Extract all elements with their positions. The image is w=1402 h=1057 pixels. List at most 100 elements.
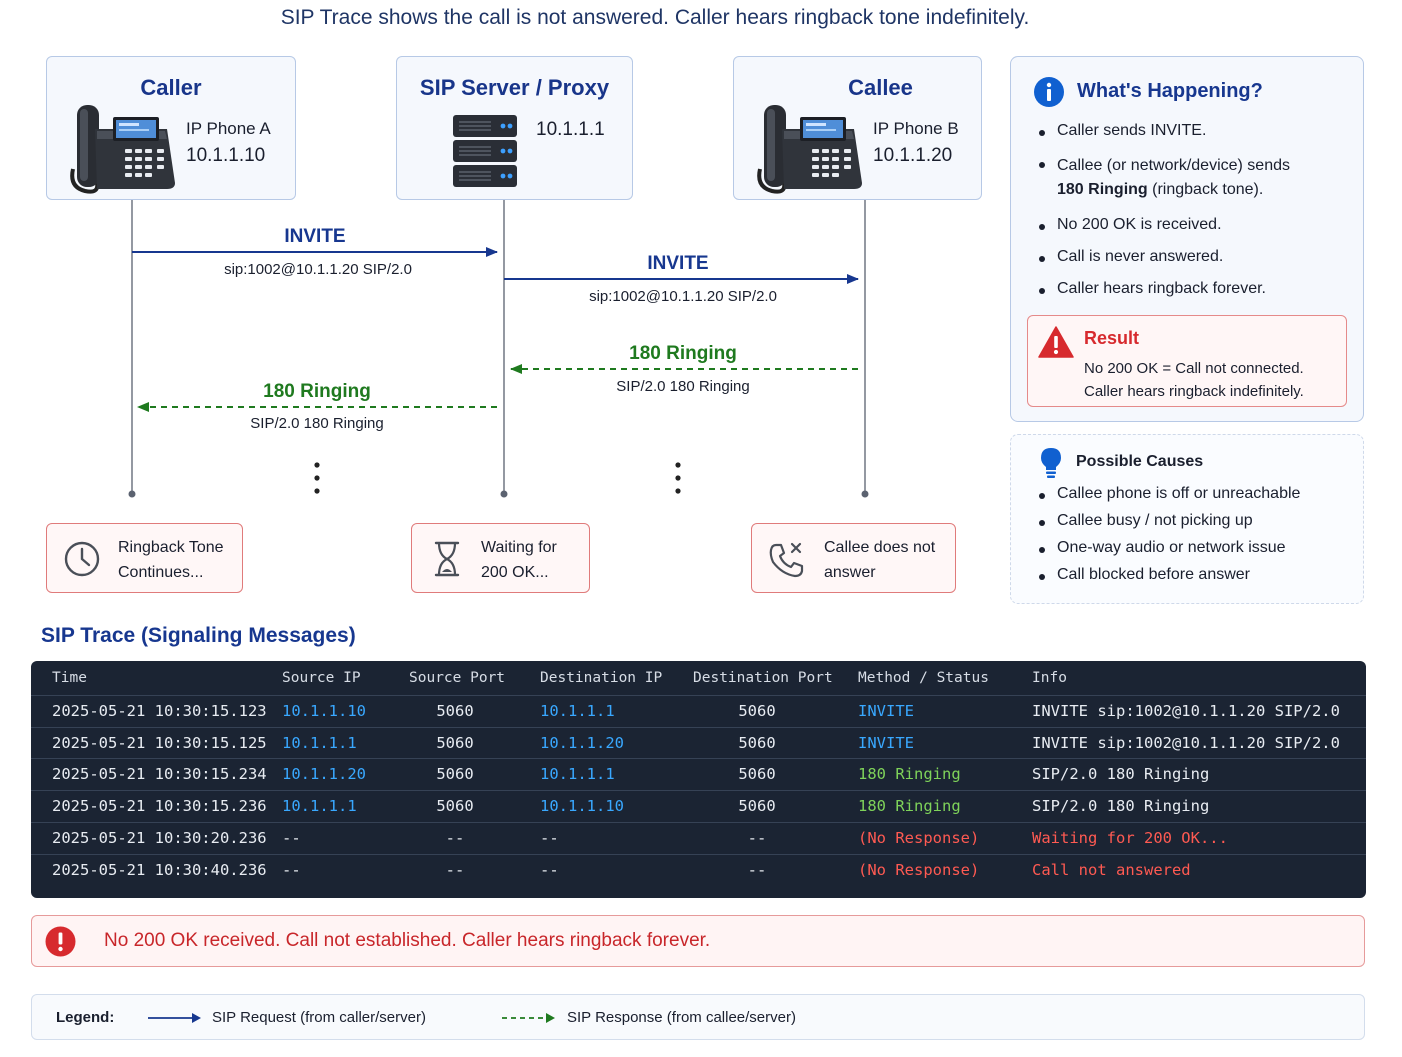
invite-detail-1: sip:1002@10.1.1.20 SIP/2.0 — [224, 261, 412, 278]
table-row: 2025-05-21 10:30:15.234 10.1.1.20 5060 10.1… — [31, 758, 1366, 789]
col-header-destination-ip: Destination IP — [540, 670, 663, 686]
response-arrow-swatch — [502, 1013, 555, 1023]
server-ip: 10.1.1.1 — [536, 119, 605, 140]
cell-time: 2025-05-21 10:30:15.236 — [52, 797, 267, 816]
sequence-diagram — [128, 200, 869, 498]
cell-source-ip: 10.1.1.20 — [282, 765, 366, 784]
cell-info: Call not answered — [1032, 860, 1191, 879]
list-item: Caller sends INVITE. — [1035, 122, 1355, 140]
whats-happening-panel: What's Happening? Caller sends INVITE. C… — [1010, 56, 1364, 422]
caller-lifeline-end — [128, 490, 136, 498]
whats-happening-title: What's Happening? — [1077, 80, 1263, 102]
table-row: 2025-05-21 10:30:20.236 -- -- -- -- (No Respo… — [31, 821, 1366, 853]
possible-causes-panel: Possible Causes Callee phone is off or u… — [1010, 434, 1364, 604]
server-title: SIP Server / Proxy — [419, 75, 610, 100]
col-header-source-port: Source Port — [409, 670, 506, 686]
cell-time: 2025-05-21 10:30:15.125 — [52, 733, 267, 752]
callee-lifeline-end — [861, 490, 869, 498]
cell-source-ip: 10.1.1.1 — [282, 733, 357, 752]
cell-destination-ip: 10.1.1.10 — [540, 797, 624, 816]
invite-label-1: INVITE — [284, 226, 346, 247]
cell-info: Waiting for 200 OK... — [1032, 828, 1228, 847]
cell-info: INVITE sip:1002@10.1.1.20 SIP/2.0 — [1032, 702, 1340, 720]
no-answer-line-1: Callee does not — [824, 539, 936, 556]
cell-method: (No Response) — [858, 860, 980, 879]
list-item: Callee busy / not picking up — [1035, 512, 1355, 530]
col-header-time: Time — [52, 670, 87, 686]
waiting-line-1: Waiting for — [481, 539, 557, 556]
error-icon — [45, 926, 76, 957]
caller-node: Caller IP Phone A 10.1.1.10 — [46, 56, 296, 200]
cell-info: SIP/2.0 180 Ringing — [1032, 765, 1210, 784]
cell-source-port: 5060 — [436, 733, 474, 752]
table-header-row: Time Source IP Source Port Destination I… — [31, 663, 1366, 694]
callee-node: Callee IP Phone B 10.1.1.20 — [733, 56, 982, 200]
page-headline: SIP Trace shows the call is not answered… — [280, 6, 1030, 29]
caller-device-name: IP Phone A — [186, 119, 271, 138]
server-rack-icon — [453, 115, 517, 187]
legend-request-text: SIP Request (from caller/server) — [212, 1009, 426, 1026]
server-lifeline-end — [500, 490, 508, 498]
table-row: 2025-05-21 10:30:15.123 10.1.1.10 5060 10.1… — [31, 695, 1366, 726]
waiting-line-2: 200 OK... — [481, 564, 549, 581]
ringing-label-1: 180 Ringing — [629, 343, 737, 364]
cell-destination-port: 5060 — [738, 765, 776, 784]
legend-label: Legend: — [56, 1009, 115, 1026]
sip-trace-table: Time Source IP Source Port Destination I… — [31, 661, 1366, 898]
cell-source-port: -- — [445, 828, 465, 847]
possible-causes-list: Callee phone is off or unreachable Calle… — [1035, 485, 1355, 584]
cell-destination-ip: 10.1.1.1 — [540, 765, 615, 784]
result-title: Result — [1084, 328, 1140, 348]
hourglass-icon — [434, 541, 460, 577]
table-row: 2025-05-21 10:30:40.236 -- -- -- -- (No Respo… — [31, 853, 1366, 885]
col-header-destination-port: Destination Port — [693, 670, 833, 686]
cell-destination-ip: 10.1.1.1 — [540, 702, 615, 720]
cell-method: 180 Ringing — [858, 765, 961, 784]
caller-title: Caller — [140, 75, 202, 100]
warning-icon — [1038, 326, 1074, 358]
ringback-line-1: Ringback Tone — [118, 539, 224, 556]
no-answer-status-box: Callee does not answer — [751, 523, 956, 593]
cell-time: 2025-05-21 10:30:20.236 — [52, 828, 267, 847]
legend-response-text: SIP Response (from callee/server) — [567, 1009, 796, 1026]
list-item: No 200 OK is received. — [1035, 216, 1355, 234]
callee-ip: 10.1.1.20 — [873, 145, 953, 166]
list-item: Callee (or network/device) sends 180 Rin… — [1035, 154, 1355, 202]
ringing-label-2: 180 Ringing — [263, 381, 371, 402]
possible-causes-title: Possible Causes — [1076, 453, 1204, 470]
cell-source-ip: 10.1.1.1 — [282, 797, 357, 816]
cell-source-port: 5060 — [436, 765, 474, 784]
cell-info: INVITE sip:1002@10.1.1.20 SIP/2.0 — [1032, 733, 1340, 752]
cell-info: SIP/2.0 180 Ringing — [1032, 797, 1210, 816]
ringing-detail-1: SIP/2.0 180 Ringing — [616, 378, 750, 395]
list-item: Call blocked before answer — [1035, 566, 1355, 584]
cell-destination-port: -- — [747, 860, 767, 879]
trace-title: SIP Trace (Signaling Messages) — [41, 624, 356, 647]
cell-destination-port: 5060 — [738, 702, 776, 720]
missed-call-icon — [769, 542, 804, 578]
cell-time: 2025-05-21 10:30:15.234 — [52, 765, 267, 784]
clock-icon — [64, 541, 100, 577]
callee-device-name: IP Phone B — [873, 119, 959, 138]
list-item-rest: (ringback tone). — [1147, 181, 1264, 198]
invite-label-2: INVITE — [647, 253, 709, 274]
cell-source-ip: -- — [282, 860, 301, 879]
server-node: SIP Server / Proxy 10.1.1.1 — [396, 56, 633, 200]
cell-method: 180 Ringing — [858, 797, 961, 816]
list-item: Call is never answered. — [1035, 248, 1355, 266]
invite-detail-2: sip:1002@10.1.1.20 SIP/2.0 — [589, 288, 777, 305]
cell-destination-ip: -- — [540, 860, 559, 879]
ringback-status-box: Ringback Tone Continues... — [46, 523, 243, 593]
cell-method: (No Response) — [858, 828, 980, 847]
ringback-line-2: Continues... — [118, 564, 204, 581]
cell-destination-ip: 10.1.1.20 — [540, 733, 624, 752]
cell-destination-port: -- — [747, 828, 767, 847]
whats-happening-list: Caller sends INVITE. Callee (or network/… — [1035, 122, 1355, 298]
continuation-dots-left — [314, 462, 320, 494]
cell-source-ip: 10.1.1.10 — [282, 702, 366, 720]
request-arrow-swatch — [148, 1013, 201, 1023]
lightbulb-icon — [1041, 448, 1061, 478]
col-header-info: Info — [1032, 670, 1067, 686]
cell-source-port: 5060 — [436, 702, 474, 720]
table-row: 2025-05-21 10:30:15.236 10.1.1.1 5060 10.1.… — [31, 790, 1366, 821]
